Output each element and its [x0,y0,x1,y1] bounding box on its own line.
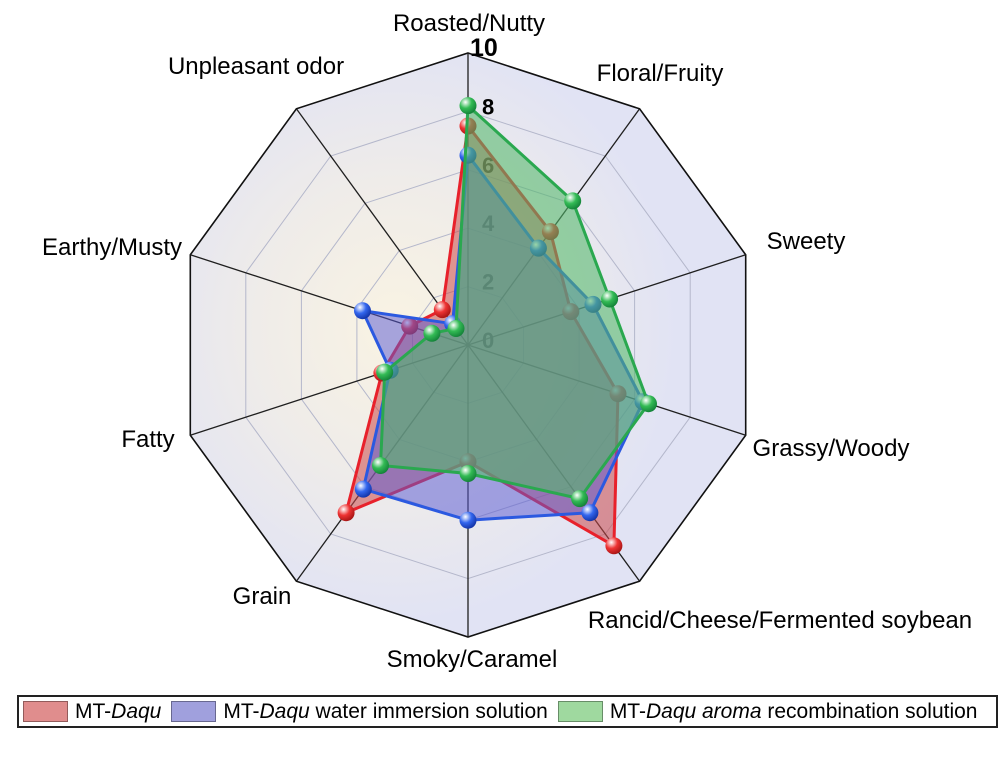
legend-label-part-italic: Daqu aroma [645,699,762,723]
axis-label-floral-fruity: Floral/Fruity [596,59,724,87]
data-point-marker [571,490,589,508]
axis-label-sweety: Sweety [766,227,846,255]
data-point-marker [459,511,477,529]
axis-label-earthy-musty: Earthy/Musty [41,233,183,261]
axis-label-grain: Grain [232,582,292,610]
data-point-marker [447,320,465,337]
axis-label-unpleasant-odor: Unpleasant odor [167,52,345,80]
svg-text:8: 8 [482,94,494,119]
legend-swatch-water-immersion-solution [171,701,217,722]
legend-label-aroma-recombination-solution: MT-Daqu aroma recombination solution [610,700,978,724]
legend-entry-aroma-recombination-solution: MT-Daqu aroma recombination solution [557,700,978,724]
svg-text:10: 10 [470,34,498,62]
legend-swatch-aroma-recombination-solution [557,701,603,722]
data-point-marker [581,504,599,522]
legend-label-part: MT- [223,699,260,723]
legend-label-part-italic: Daqu [259,699,310,723]
data-point-marker [376,363,394,381]
legend-label-part-italic: Daqu [111,699,162,723]
data-point-marker [605,537,623,555]
legend-label-part: water immersion solution [309,699,548,723]
legend-label-part: MT- [75,699,112,723]
series-2 [372,97,657,508]
legend-label-part: MT- [609,699,646,723]
legend-label-mt-daqu: MT-Daqu [75,700,161,724]
legend-label-part: recombination solution [761,699,978,723]
data-point-marker [640,395,657,413]
data-point-marker [433,301,451,319]
legend-label-water-immersion-solution: MT-Daqu water immersion solution [223,700,547,724]
data-point-marker [564,192,582,210]
axis-label-smoky-caramel: Smoky/Caramel [386,645,558,673]
data-point-marker [372,457,389,474]
data-point-marker [423,324,441,342]
data-point-marker [459,97,477,115]
data-point-marker [601,290,619,308]
data-point-marker [354,480,372,498]
axis-label-grassy-woody: Grassy/Woody [752,434,910,462]
axis-label-rancid-cheese-fermented-soybean: Rancid/Cheese/Fermented soybean [587,606,973,634]
legend-entry-water-immersion-solution: MT-Daqu water immersion solution [171,700,548,724]
chart-legend: MT-Daqu MT-Daqu water immersion solution… [17,695,998,728]
data-point-marker [459,465,477,482]
axis-label-fatty: Fatty [121,425,175,453]
data-point-marker [354,302,371,320]
legend-entry-mt-daqu: MT-Daqu [23,700,161,724]
data-point-marker [337,504,355,522]
legend-swatch-mt-daqu [23,701,68,722]
axis-label-roasted-nutty: Roasted/Nutty [392,9,546,37]
